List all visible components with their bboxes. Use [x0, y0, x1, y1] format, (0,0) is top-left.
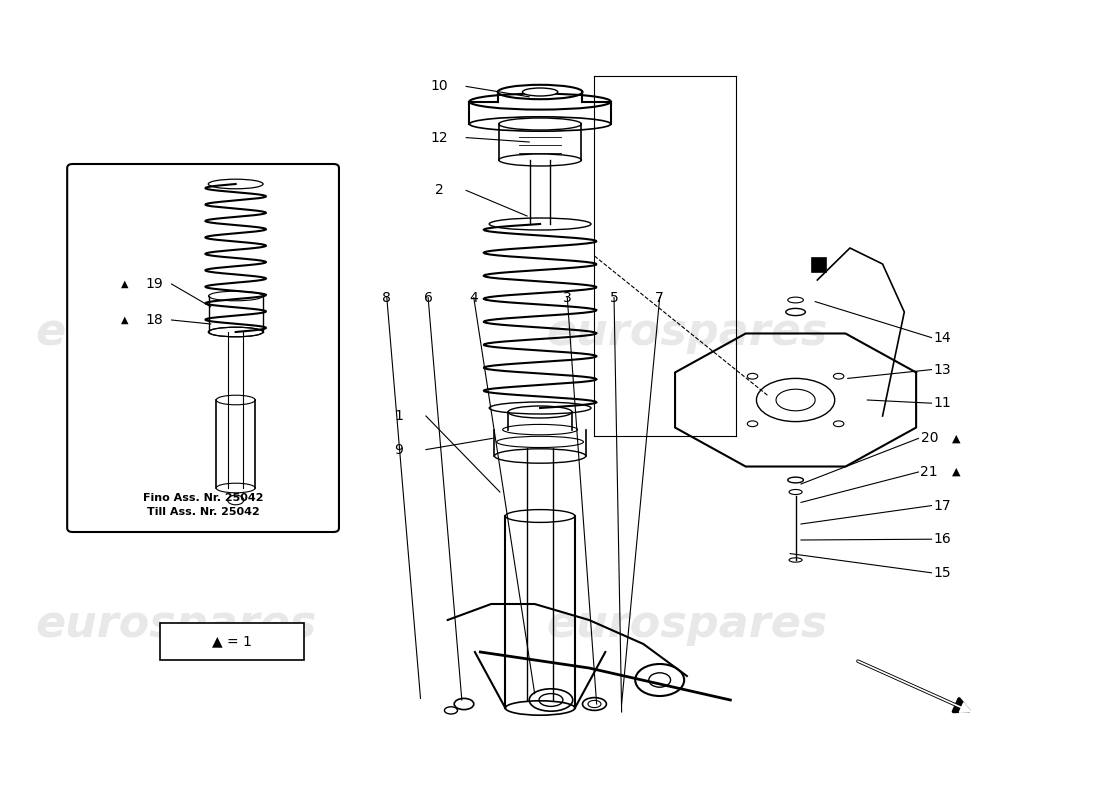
Text: 2: 2: [434, 183, 443, 198]
Bar: [812, 258, 826, 272]
Text: 6: 6: [424, 290, 432, 305]
Text: ▲: ▲: [953, 467, 960, 477]
Text: 11: 11: [934, 396, 952, 410]
Ellipse shape: [522, 88, 558, 96]
Text: 12: 12: [430, 130, 448, 145]
Text: 16: 16: [934, 532, 952, 546]
Text: ▲: ▲: [121, 315, 129, 325]
Text: eurospares: eurospares: [35, 310, 317, 354]
Text: 7: 7: [656, 290, 664, 305]
Text: 14: 14: [934, 330, 952, 345]
Text: Till Ass. Nr. 25042: Till Ass. Nr. 25042: [146, 507, 260, 517]
Text: ▲ = 1: ▲ = 1: [212, 634, 252, 649]
Text: 20: 20: [921, 431, 938, 446]
Text: eurospares: eurospares: [547, 310, 827, 354]
Text: eurospares: eurospares: [547, 602, 827, 646]
FancyBboxPatch shape: [160, 623, 305, 660]
Text: 4: 4: [470, 290, 478, 305]
Text: ▲: ▲: [953, 434, 960, 443]
Text: Fino Ass. Nr. 25042: Fino Ass. Nr. 25042: [143, 493, 263, 502]
Text: 17: 17: [934, 498, 952, 513]
Text: 18: 18: [145, 313, 163, 327]
Text: 3: 3: [563, 290, 572, 305]
Text: 13: 13: [934, 362, 952, 377]
Text: 21: 21: [921, 465, 938, 479]
Text: 15: 15: [934, 566, 952, 580]
Text: ▲: ▲: [121, 279, 129, 289]
Text: 9: 9: [394, 442, 404, 457]
Text: 19: 19: [145, 277, 163, 291]
Text: 8: 8: [383, 290, 392, 305]
Text: 1: 1: [394, 409, 404, 423]
Text: 10: 10: [430, 79, 448, 94]
FancyBboxPatch shape: [67, 164, 339, 532]
Text: eurospares: eurospares: [35, 602, 317, 646]
Text: 5: 5: [609, 290, 618, 305]
Ellipse shape: [505, 701, 575, 715]
